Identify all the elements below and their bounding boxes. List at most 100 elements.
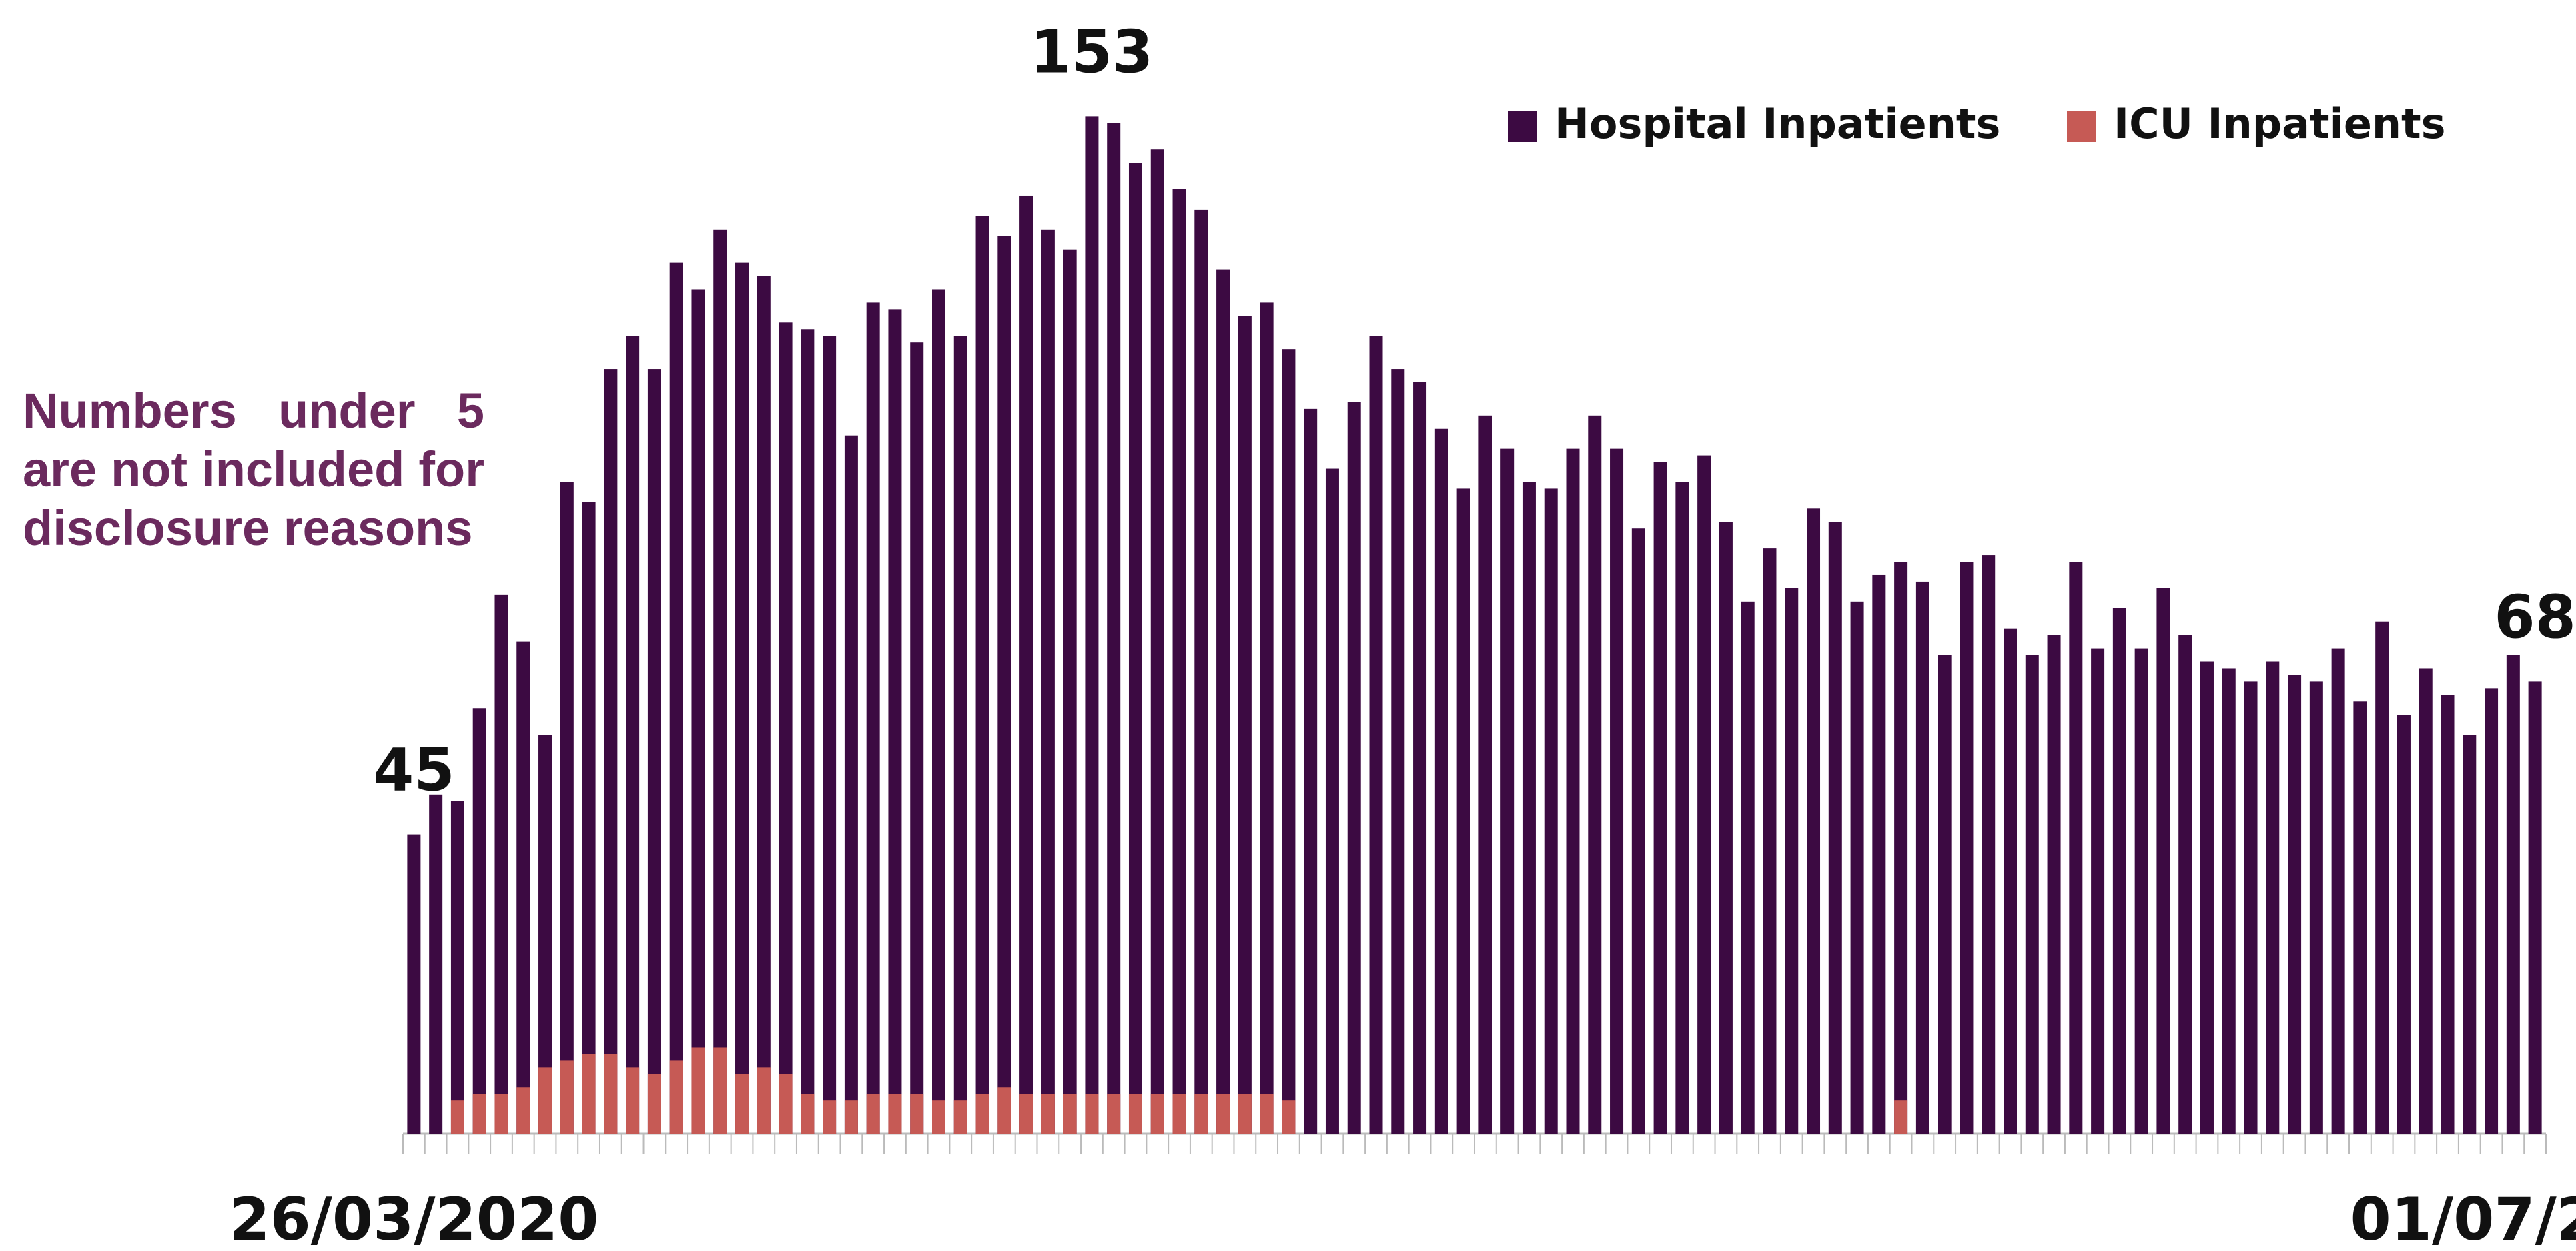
bar [1063, 1094, 1077, 1134]
bar [735, 262, 749, 1134]
bar [910, 1094, 924, 1134]
bar [1172, 189, 1186, 1134]
bar [844, 1100, 858, 1134]
bar [2419, 668, 2433, 1134]
bar [1150, 149, 1164, 1134]
bar [516, 641, 530, 1134]
bar [1128, 163, 1142, 1134]
bar [1697, 455, 1711, 1134]
bar [713, 229, 727, 1134]
bar [2178, 635, 2192, 1134]
bar [1260, 302, 1274, 1134]
legend-swatch [1508, 111, 1537, 142]
bar [626, 1067, 640, 1134]
bar [669, 262, 683, 1134]
bar [735, 1074, 749, 1134]
bar [1282, 1100, 1296, 1134]
bar [1413, 382, 1427, 1134]
bar [1872, 574, 1886, 1134]
bar [1915, 581, 1929, 1134]
bar [2091, 648, 2105, 1134]
bar [2353, 701, 2367, 1134]
bar [1522, 482, 1536, 1134]
bar [472, 708, 486, 1134]
bar [1500, 448, 1515, 1134]
bar [932, 1100, 945, 1134]
bar [1019, 195, 1033, 1134]
bar [1434, 428, 1448, 1134]
bar [801, 329, 815, 1134]
legend-label: ICU Inpatients [2114, 99, 2446, 148]
bar [1172, 1094, 1186, 1134]
bar [888, 309, 902, 1134]
bar [779, 322, 793, 1134]
bar [472, 1094, 486, 1134]
bar [2288, 675, 2302, 1134]
bar [2156, 588, 2170, 1134]
bar [647, 1074, 661, 1134]
bar [2004, 628, 2017, 1134]
bar [626, 336, 640, 1134]
bar [2375, 621, 2389, 1134]
data-label: 68 [2494, 582, 2575, 651]
bar [604, 1054, 618, 1134]
bar [494, 594, 508, 1134]
bar [2397, 715, 2411, 1134]
bar [2506, 655, 2520, 1134]
bar [1544, 488, 1558, 1134]
bar [801, 1094, 815, 1134]
bar [1041, 229, 1055, 1134]
bar [866, 302, 880, 1134]
bar [932, 289, 945, 1134]
bar [2200, 661, 2214, 1134]
bar [1260, 1094, 1274, 1134]
bar [866, 1094, 880, 1134]
bar [1107, 123, 1121, 1134]
bar [1610, 448, 1624, 1134]
bar [582, 1054, 596, 1134]
bar [407, 834, 421, 1134]
bar [2025, 655, 2039, 1134]
bar [844, 435, 858, 1134]
bar [1391, 369, 1405, 1134]
bar [1194, 209, 1208, 1134]
bar [2485, 688, 2499, 1134]
bar [516, 1087, 530, 1134]
bar [1216, 1094, 1230, 1134]
bar [975, 216, 989, 1134]
bar [2528, 681, 2542, 1134]
bar [997, 236, 1011, 1134]
bar [1347, 402, 1361, 1134]
bar [757, 276, 771, 1134]
bar [823, 1100, 837, 1134]
bar [1828, 522, 1842, 1134]
bar [450, 801, 464, 1134]
bar [1741, 601, 1755, 1134]
bar [1675, 482, 1689, 1134]
bar [713, 1047, 727, 1134]
bar [1041, 1094, 1055, 1134]
bar [1938, 655, 1952, 1134]
bar [538, 735, 552, 1134]
bar [2331, 648, 2345, 1134]
bar [1304, 408, 1318, 1134]
bar [691, 289, 705, 1134]
bar [1085, 116, 1099, 1134]
bar [2463, 735, 2477, 1134]
legend-swatch [2067, 111, 2096, 142]
bar [669, 1060, 683, 1134]
bar [2112, 608, 2126, 1134]
bar [429, 794, 443, 1134]
bar [2134, 648, 2148, 1134]
bar [1456, 488, 1470, 1134]
bar [757, 1067, 771, 1134]
bar [779, 1074, 793, 1134]
bar [1282, 349, 1296, 1134]
bar [538, 1067, 552, 1134]
bar [2309, 681, 2323, 1134]
bar [1894, 562, 1908, 1134]
bar [1085, 1094, 1099, 1134]
x-tick-label: 26/03/2020 [229, 1185, 598, 1251]
bar [2047, 635, 2061, 1134]
annotation: Numbers under 5 are not included for dis… [23, 383, 484, 556]
